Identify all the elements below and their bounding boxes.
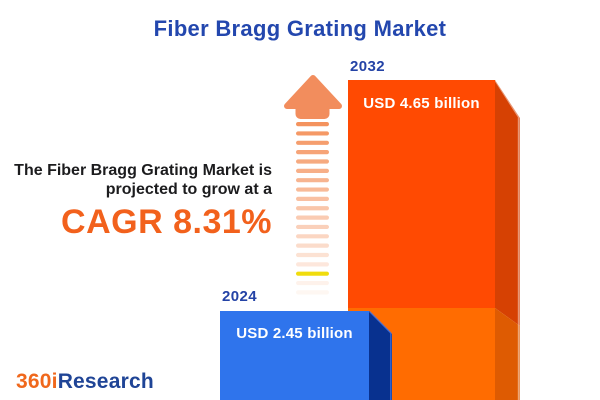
arrow-dash [296,262,329,267]
arrow-dash [296,252,329,258]
headline-line2: projected to grow at a [105,180,272,198]
arrow-head-icon [284,75,342,109]
logo-360i: 360i [16,370,58,393]
year-label-2024: 2024 [222,288,257,305]
arrow-dash [296,178,329,183]
bar-2024-edge-highlight [369,311,392,400]
growth-arrow-dashes [296,122,329,295]
logo: 360iResearch [16,370,154,394]
bar-2032: 2032 USD 4.65 billion [348,58,520,400]
bar-2024-side-polygon [369,311,392,400]
arrow-accent-dash [296,271,329,276]
bar-2032-edge-highlight [495,80,520,400]
arrow-dash [296,224,329,230]
arrow-dash [296,243,329,248]
bar-2032-side-face [495,80,520,400]
bar-2024: 2024 USD 2.45 billion [220,288,392,400]
arrow-dash [296,196,329,201]
logo-research: Research [57,370,154,393]
arrow-dash [296,150,329,155]
bar-2032-side-upper [495,80,520,326]
value-label-2032: USD 4.65 billion [363,95,480,112]
bar-2032-front-upper [348,80,495,308]
growth-arrow-icon [284,75,342,295]
arrow-dash [296,280,329,286]
arrow-dash [296,140,329,145]
arrow-dash [296,234,329,239]
year-label-2032: 2032 [350,58,385,75]
bar-2024-side-face [369,311,392,400]
arrow-dash [296,215,329,220]
headline-line1: The Fiber Bragg Grating Market is [14,162,272,179]
arrow-dash [296,122,329,127]
bar-2024-front [220,311,369,400]
arrow-dash [296,168,329,173]
page-title: Fiber Bragg Grating Market [153,16,447,41]
arrow-dash [296,159,329,164]
arrow-dash [296,131,329,136]
arrow-dash [296,290,329,295]
value-label-2024: USD 2.45 billion [236,325,353,342]
headline-block: The Fiber Bragg Grating Market is projec… [14,162,272,243]
bar-2032-side-lower [495,308,520,400]
arrow-dash [296,206,329,211]
cagr-text: CAGR 8.31% [61,203,272,242]
arrow-dash [296,187,329,192]
